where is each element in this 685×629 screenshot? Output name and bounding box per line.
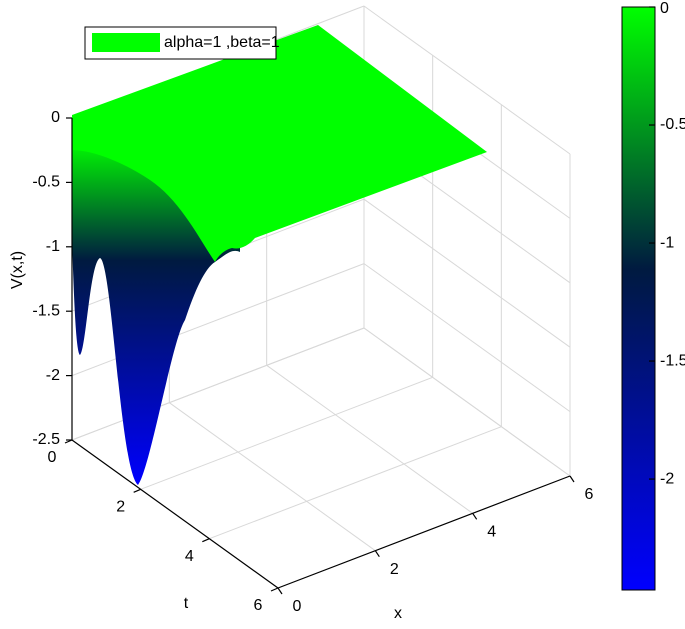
legend-label: alpha=1 ,beta=1	[164, 34, 280, 51]
grid-line	[266, 364, 473, 514]
x-tick-label: 2	[390, 561, 399, 578]
z-tick-label: -1	[46, 238, 60, 255]
z-tick-label: -0.5	[32, 174, 60, 191]
x-axis-label: x	[394, 605, 402, 622]
colorbar-tick-label: -1	[660, 234, 674, 251]
z-axis-label: V(x,t)	[9, 251, 26, 289]
z-tick-label: -2	[46, 367, 60, 384]
axis-layer: -2.5 -2 -1.5 -1 -0.5 0 0 2 4 6 0 2 4 6	[32, 109, 593, 615]
grid-line	[140, 376, 433, 490]
t-tick-label: 0	[48, 449, 57, 466]
t-tick-label: 4	[185, 548, 194, 565]
x-tick-label: 0	[293, 598, 302, 615]
t-axis	[71, 439, 279, 589]
grid-line	[209, 426, 502, 540]
x-tick	[472, 513, 478, 520]
colorbar-tick-label: 0	[660, 0, 669, 17]
x-tick	[569, 475, 575, 483]
grid-line	[363, 5, 571, 155]
grid-line	[71, 327, 365, 441]
x-tick	[277, 587, 283, 595]
t-axis-label: t	[184, 595, 189, 612]
t-tick-label: 6	[254, 597, 263, 614]
surface-plane	[72, 25, 487, 262]
z-tick-label: -1.5	[32, 302, 60, 319]
x-tick-label: 4	[487, 524, 496, 541]
colorbar-tick-label: -0.5	[660, 116, 685, 133]
grid-line	[363, 198, 571, 348]
t-tick-label: 2	[116, 499, 125, 516]
grid-line	[363, 263, 571, 413]
x-tick	[374, 550, 380, 557]
x-axis	[277, 475, 571, 589]
legend-swatch	[92, 33, 160, 52]
grid-line	[169, 402, 376, 552]
t-tick	[202, 538, 210, 543]
z-tick-label: 0	[51, 109, 60, 126]
t-tick	[64, 439, 73, 444]
t-tick	[133, 488, 141, 493]
t-tick	[270, 587, 279, 592]
x-tick-label: 6	[585, 486, 594, 503]
z-tick-label: -2.5	[32, 431, 60, 448]
colorbar-tick-label: -2	[660, 470, 674, 487]
colorbar	[621, 6, 656, 591]
grid-line	[363, 327, 571, 477]
colorbar-tick-label: -1.5	[660, 352, 685, 369]
